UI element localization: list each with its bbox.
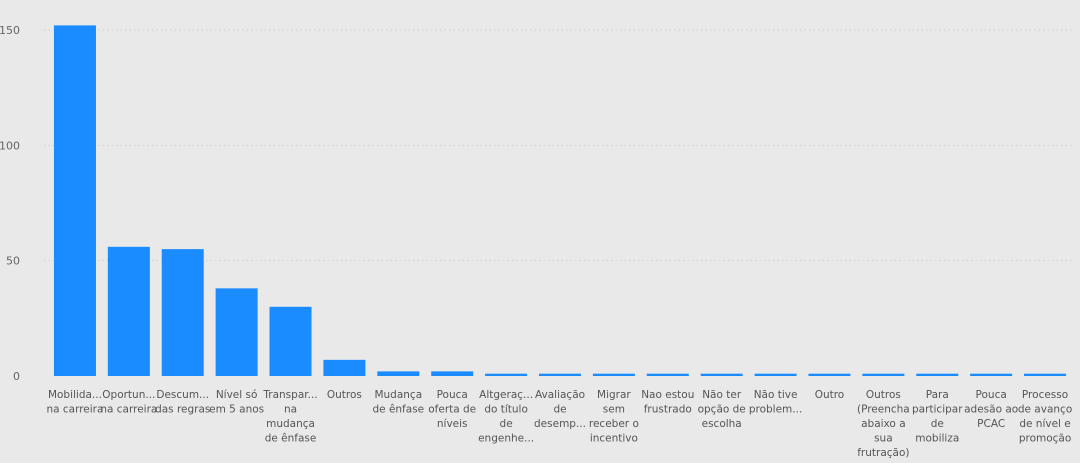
x-tick-label-line: de	[931, 418, 944, 430]
x-tick-label-line: opção de	[698, 404, 746, 416]
bar	[53, 25, 96, 376]
x-tick-label: Pouca oferta de níveis	[428, 389, 476, 430]
x-tick-label-line: receber o	[589, 418, 639, 430]
bar	[646, 373, 689, 376]
x-tick-label: Avaliação de desemp...	[534, 389, 586, 430]
bar	[808, 373, 851, 376]
x-tick-label-line: Para	[926, 389, 949, 401]
x-tick-label-line: sua	[874, 433, 893, 445]
x-tick-label-line: promoção	[1019, 433, 1071, 445]
bar	[485, 373, 528, 376]
x-tick-label-line: frustrado	[644, 404, 692, 416]
x-tick-label-line: Pouca	[976, 389, 1007, 401]
x-tick-label-line: Processo	[1022, 389, 1068, 401]
x-tick-label-line: em 5 anos	[209, 404, 264, 416]
y-tick-label: 150	[0, 24, 20, 37]
x-tick-label-line: Altgeraç...	[479, 389, 533, 401]
x-tick-label-line: Avaliação	[535, 389, 585, 401]
x-tick-label: Outros (Preencha abaixo a sua frutração)	[857, 389, 910, 459]
x-tick-label-line: na	[284, 404, 297, 416]
x-tick-label-line: de ênfase	[372, 404, 424, 416]
bar	[107, 246, 150, 376]
x-tick-label: Outro	[815, 389, 845, 401]
x-tick-label-line: Nao estou	[641, 389, 694, 401]
x-tick-label-line: Descum...	[156, 389, 209, 401]
x-tick-label-line: mudança	[266, 418, 315, 430]
x-tick-label-line: desemp...	[534, 418, 586, 430]
x-tick-label-line: escolha	[702, 418, 742, 430]
bar	[1024, 373, 1067, 376]
x-tick-label-line: Não tive	[754, 389, 798, 401]
x-tick-label-line: na carreira	[100, 404, 157, 416]
x-tick-label-line: Oportun...	[102, 389, 155, 401]
x-tick-label-line: Mobilida...	[48, 389, 102, 401]
x-tick-label-line: Nível só	[216, 389, 258, 401]
x-tick-label-line: mobiliza	[915, 433, 959, 445]
x-tick-label-line: adesão ao	[964, 404, 1018, 416]
bar	[431, 371, 474, 376]
x-tick-label-line: participar	[912, 404, 963, 416]
bar	[916, 373, 959, 376]
bar	[161, 249, 204, 376]
x-tick-label-line: das regras	[155, 404, 210, 416]
x-tick-label: Nível só em 5 anos	[209, 389, 264, 416]
x-tick-label-line: sem	[603, 404, 625, 416]
x-tick-label: Mobilida... na carreira	[46, 389, 103, 416]
bar	[323, 359, 366, 376]
x-tick-label: Processo de avanço de nível e promoção	[1018, 389, 1072, 445]
x-tick-label: Não ter opção de escolha	[698, 389, 746, 430]
x-tick-label: Para participar de mobiliza	[912, 389, 963, 445]
x-tick-label-line: problem...	[749, 404, 802, 416]
x-tick-label-line: PCAC	[977, 418, 1005, 430]
x-tick-label-line: Mudança	[374, 389, 422, 401]
x-tick-label-line: Pouca	[437, 389, 468, 401]
bar	[377, 371, 420, 376]
x-tick-label-line: na carreira	[46, 404, 103, 416]
x-tick-label: Pouca adesão ao PCAC	[964, 389, 1018, 430]
x-tick-label-line: Outros	[327, 389, 362, 401]
x-tick-label: Outros	[327, 389, 362, 401]
bar	[539, 373, 581, 376]
x-tick-label: Descum... das regras	[155, 389, 210, 416]
x-tick-label-line: Não ter	[702, 389, 742, 401]
x-tick-label-line: Outros	[866, 389, 901, 401]
x-tick-label-line: Migrar	[597, 389, 631, 401]
bar	[970, 373, 1013, 376]
x-tick-label-line: de nível e	[1019, 418, 1070, 430]
x-tick-label: Nao estou frustrado	[641, 389, 694, 416]
x-tick-label-line: (Preencha	[857, 404, 910, 416]
x-tick-label-line: de	[500, 418, 513, 430]
x-tick-label-line: frutração)	[857, 447, 909, 459]
x-tick-label-line: Transpar...	[262, 389, 317, 401]
x-tick-label-line: níveis	[437, 418, 468, 430]
y-tick-label: 50	[6, 255, 20, 268]
x-tick-label-line: de avanço	[1018, 404, 1072, 416]
x-tick-label: Mudança de ênfase	[372, 389, 424, 416]
bar	[592, 373, 635, 376]
bar	[862, 373, 905, 376]
bar	[269, 306, 312, 376]
bar	[754, 373, 797, 376]
x-tick-label-line: abaixo a	[861, 418, 906, 430]
x-tick-label-line: de ênfase	[265, 433, 317, 445]
y-tick-label: 100	[0, 139, 20, 152]
x-tick-label-line: oferta de	[428, 404, 476, 416]
x-tick-label-line: engenhe...	[478, 433, 534, 445]
y-tick-label: 0	[13, 370, 20, 383]
x-tick-label-line: Outro	[815, 389, 845, 401]
x-tick-label: Não tive problem...	[749, 389, 802, 416]
x-tick-label-line: do título	[484, 404, 528, 416]
x-tick-label-line: de	[553, 404, 566, 416]
x-tick-label: Transpar... na mudança de ênfase	[262, 389, 317, 445]
bar	[215, 288, 258, 376]
x-tick-label: Oportun... na carreira	[100, 389, 157, 416]
x-tick-label: Migrar sem receber o incentivo	[589, 389, 639, 445]
x-tick-label-line: incentivo	[590, 433, 638, 445]
x-tick-label: Altgeraç... do título de engenhe...	[478, 389, 534, 445]
bar	[700, 373, 743, 376]
